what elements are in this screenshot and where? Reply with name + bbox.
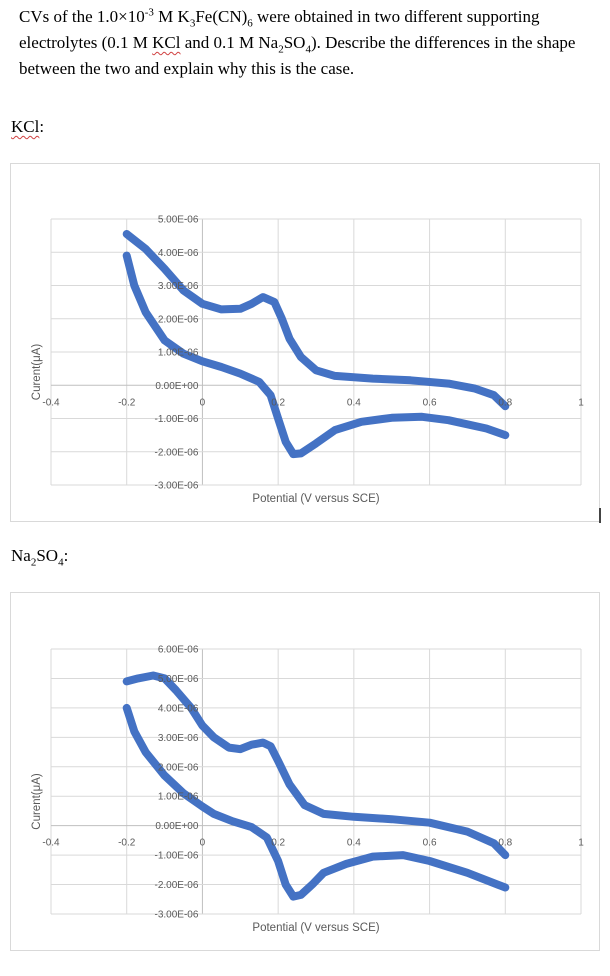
y-axis-title: Curent(μA) — [31, 344, 43, 401]
subscript: 6 — [247, 17, 253, 30]
y-tick-label: 0.00E+00 — [155, 821, 199, 832]
subscript: 2 — [278, 43, 284, 56]
y-tick-label: 5.00E-06 — [158, 674, 199, 685]
x-tick-label: 0.2 — [271, 397, 285, 408]
x-tick-label: 0.6 — [423, 838, 437, 849]
question-part: ). Describe the differences in the shape… — [19, 33, 576, 78]
x-tick-label: 0.6 — [423, 397, 437, 408]
y-tick-label: 6.00E-06 — [158, 645, 199, 656]
x-axis-title: Potential (V versus SCE) — [252, 922, 379, 934]
x-tick-label: 0 — [200, 838, 206, 849]
kcl-label-text: KCl — [11, 117, 40, 136]
x-tick-label: 0 — [200, 397, 206, 408]
y-tick-label: 2.00E-06 — [158, 762, 199, 773]
x-tick-label: 0.4 — [347, 397, 361, 408]
cv-curve-lower-branch — [122, 251, 510, 459]
question-part: SO — [283, 33, 306, 52]
subscript: 4 — [58, 556, 64, 569]
x-tick-label: -0.4 — [42, 838, 60, 849]
question-part: Fe(CN) — [195, 7, 248, 26]
subscript: 2 — [30, 556, 37, 569]
y-tick-label: 5.00E-06 — [158, 215, 199, 226]
kcl-section-label: KCl: — [11, 117, 44, 137]
label-part: SO — [36, 546, 59, 565]
question-part: were obtained in two different supportin… — [19, 7, 540, 52]
exponent: -3 — [144, 6, 154, 19]
question-part: M K — [153, 7, 190, 26]
spellcheck-word: KCl — [152, 33, 181, 52]
y-tick-label: 2.00E-06 — [158, 314, 199, 325]
y-tick-label: -1.00E-06 — [155, 414, 199, 425]
y-tick-label: -2.00E-06 — [155, 880, 199, 891]
cv-curve-lower-branch — [122, 703, 510, 901]
y-tick-label: 1.00E-06 — [158, 792, 199, 803]
cv-curve-upper-branch — [122, 671, 510, 860]
colon: : — [39, 117, 45, 136]
question-part: and 0.1 M Na — [180, 33, 279, 52]
y-tick-label: -3.00E-06 — [155, 910, 199, 921]
label-part: Na — [11, 546, 31, 565]
y-axis-title: Curent(μA) — [31, 773, 43, 830]
y-tick-label: 3.00E-06 — [158, 733, 199, 744]
x-tick-label: 1 — [578, 397, 584, 408]
y-tick-label: 4.00E-06 — [158, 703, 199, 714]
y-tick-label: 1.00E-06 — [158, 348, 199, 359]
kcl-cv-plot: 5.00E-06 4.00E-06 3.00E-06 2.00E-06 1.00E-06… — [31, 215, 584, 506]
x-tick-label: 0.8 — [498, 838, 512, 849]
x-tick-label: -0.4 — [42, 397, 60, 408]
na2so4-cv-plot: 6.00E-06 5.00E-06 4.00E-06 3.00E-06 2.00E-06… — [31, 645, 584, 935]
subscript: 3 — [189, 17, 196, 30]
cv-curve-upper-branch — [122, 230, 510, 411]
na2so4-section-label: Na2SO4: — [11, 546, 68, 568]
question-part: CVs of the 1.0×10 — [19, 7, 145, 26]
y-tick-label: -2.00E-06 — [155, 447, 199, 458]
chart-na2so4[interactable]: 6.00E-06 5.00E-06 4.00E-06 3.00E-06 2.00E-06… — [10, 592, 600, 951]
y-tick-label: 0.00E+00 — [155, 381, 199, 392]
x-tick-label: 0.8 — [498, 397, 512, 408]
x-tick-label: 0.4 — [347, 838, 361, 849]
x-tick-label: 1 — [578, 838, 584, 849]
question-text: CVs of the 1.0×10-3 M K3Fe(CN)6 were obt… — [19, 4, 609, 82]
x-tick-label: -0.2 — [118, 838, 136, 849]
y-tick-label: 4.00E-06 — [158, 248, 199, 259]
x-tick-label: -0.2 — [118, 397, 136, 408]
x-tick-label: 0.2 — [271, 838, 285, 849]
colon: : — [63, 546, 69, 565]
y-tick-label: -1.00E-06 — [155, 851, 199, 862]
y-tick-label: 3.00E-06 — [158, 281, 199, 292]
chart-kcl[interactable]: 5.00E-06 4.00E-06 3.00E-06 2.00E-06 1.00E-06… — [10, 163, 600, 522]
text-cursor — [599, 508, 601, 523]
subscript: 4 — [305, 43, 311, 56]
y-tick-label: -3.00E-06 — [155, 481, 199, 492]
x-axis-title: Potential (V versus SCE) — [252, 493, 379, 505]
